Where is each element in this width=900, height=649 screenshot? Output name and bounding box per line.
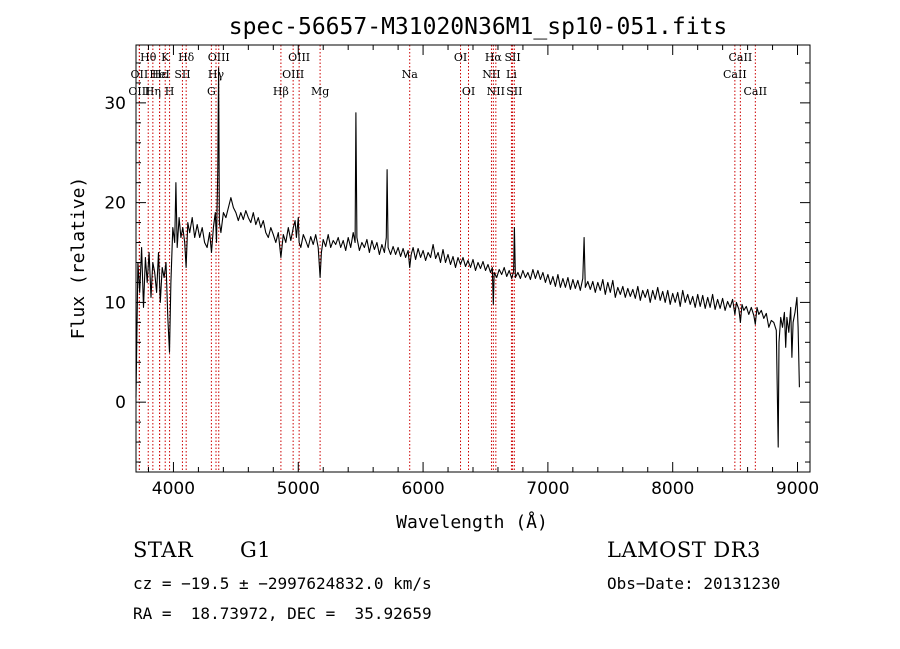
x-axis: 4000 5000 6000 7000 8000 9000 bbox=[147, 45, 819, 499]
marker-label-17: Na bbox=[402, 68, 419, 81]
x-axis-label: Wavelength (Å) bbox=[396, 511, 548, 533]
y-axis: 0 10 20 30 bbox=[104, 62, 810, 463]
object-class: STAR bbox=[133, 538, 194, 562]
line-markers-layer bbox=[138, 45, 756, 472]
marker-label-3: Hε bbox=[152, 68, 168, 81]
marker-label-20: Hα bbox=[485, 51, 503, 64]
marker-label-16: Mg bbox=[311, 85, 329, 98]
marker-label-4: Hη bbox=[145, 85, 161, 98]
marker-label-5: HeI bbox=[149, 68, 169, 81]
y-tick-label-1: 10 bbox=[104, 293, 126, 313]
marker-label-15: OIII bbox=[288, 51, 310, 64]
marker-label-28: CaII bbox=[743, 85, 767, 98]
survey-name: LAMOST DR3 bbox=[607, 538, 761, 562]
marker-label-9: Hδ bbox=[178, 51, 195, 64]
marker-label-25: SII bbox=[506, 85, 522, 98]
marker-label-24: Li bbox=[506, 68, 517, 81]
coordinates-readout: RA = 18.73972, DEC = 35.92659 bbox=[133, 604, 432, 623]
y-tick-label-0: 0 bbox=[115, 393, 126, 413]
marker-label-12: G bbox=[207, 85, 216, 98]
plot-frame bbox=[135, 44, 811, 473]
marker-label-2: OIII bbox=[128, 85, 150, 98]
spectrum-series-0 bbox=[135, 67, 800, 448]
marker-label-19: OI bbox=[462, 85, 475, 98]
series-layer bbox=[135, 67, 800, 448]
y-tick-label-2: 20 bbox=[104, 194, 126, 214]
x-tick-label-3: 7000 bbox=[526, 479, 569, 499]
obs-date: Obs−Date: 20131230 bbox=[607, 574, 781, 593]
marker-label-18: OI bbox=[454, 51, 467, 64]
marker-label-27: CaII bbox=[723, 68, 747, 81]
redshift-readout: cz = −19.5 ± −2997624832.0 km/s bbox=[133, 574, 432, 593]
y-tick-label-3: 30 bbox=[104, 94, 126, 114]
marker-label-22: NII bbox=[487, 85, 505, 98]
marker-label-0: Hθ bbox=[140, 51, 157, 64]
y-axis-label: Flux (relative) bbox=[68, 177, 89, 340]
x-tick-label-5: 9000 bbox=[776, 479, 819, 499]
marker-label-1: OII bbox=[131, 68, 149, 81]
marker-label-11: Hγ bbox=[208, 68, 225, 81]
marker-label-10: OIII bbox=[208, 51, 230, 64]
x-tick-label-4: 8000 bbox=[651, 479, 694, 499]
marker-label-6: K bbox=[161, 51, 170, 64]
marker-label-23: SII bbox=[504, 51, 520, 64]
x-tick-label-0: 4000 bbox=[152, 479, 195, 499]
marker-label-26: CaII bbox=[729, 51, 753, 64]
marker-label-7: H bbox=[165, 85, 175, 98]
object-subclass: G1 bbox=[240, 538, 272, 562]
marker-label-8: SII bbox=[174, 68, 190, 81]
chart-title: spec-56657-M31020N36M1_sp10-051.fits bbox=[229, 14, 728, 40]
marker-label-14: OIII bbox=[282, 68, 304, 81]
marker-label-13: Hβ bbox=[273, 85, 289, 98]
x-tick-label-2: 6000 bbox=[401, 479, 444, 499]
marker-label-21: NII bbox=[482, 68, 500, 81]
x-tick-label-1: 5000 bbox=[277, 479, 320, 499]
